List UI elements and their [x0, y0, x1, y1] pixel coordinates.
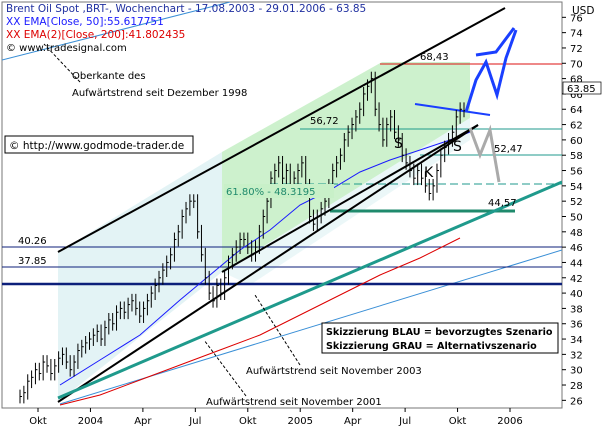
- y-tick-label: 54: [570, 182, 583, 193]
- teal-guide-top: [2, 2, 231, 61]
- y-tick-label: 48: [570, 228, 583, 239]
- y-tick-label: 44: [570, 258, 583, 269]
- currency-label: USD: [572, 5, 594, 17]
- channel-upper-line: [57, 7, 506, 253]
- y-tick-label: 52: [570, 197, 583, 208]
- watermark-label: © http://www.godmode-trader.de: [9, 140, 184, 152]
- watermark-box: [4, 135, 194, 154]
- trend-2001-label: Aufwärtstrend seit November 2001: [206, 397, 382, 408]
- x-tick-label: 2005: [287, 416, 312, 427]
- ema200-line: [59, 237, 461, 406]
- ema50-legend: XX EMA[Close, 50]:55.617751: [6, 16, 164, 28]
- trend-2003-label: Aufwärtstrend seit November 2003: [246, 366, 422, 377]
- x-tick-label: Okt: [449, 416, 467, 427]
- y-tick-label: 30: [570, 366, 583, 377]
- last-value-label: 63.85: [567, 84, 596, 95]
- y-tick-label: 50: [570, 212, 583, 223]
- y-tick-label: 34: [570, 335, 583, 346]
- y-tick-label: 72: [570, 44, 583, 55]
- y-tick-label: 74: [570, 29, 583, 40]
- y-tick-label: 32: [570, 350, 583, 361]
- channel-2003-line: [221, 124, 479, 273]
- x-tick-label: Okt: [29, 416, 47, 427]
- y-tick-label: 56: [570, 167, 583, 178]
- fib-label-bg: [224, 184, 334, 198]
- y-tick-label: 28: [570, 381, 583, 392]
- y-tick-label: 62: [570, 121, 583, 132]
- ema200-legend: XX EMA(2)[Close, 200]:41.802435: [6, 29, 185, 41]
- legend-grey-text: Skizzierung GRAU = Alternativszenario: [326, 341, 537, 352]
- grey-scenario: [468, 124, 501, 183]
- y-tick-label: 38: [570, 304, 583, 315]
- x-tick-label: 2004: [78, 416, 103, 427]
- y-tick-label: 26: [570, 396, 583, 407]
- x-tick-label: Apr: [344, 416, 362, 427]
- pattern-s-right: S: [453, 139, 462, 155]
- x-tick-label: 2006: [497, 416, 522, 427]
- top-trend-leader: [43, 43, 81, 83]
- source-label: © www.tradesignal.com: [6, 43, 127, 54]
- channel-fill-green: [222, 62, 470, 272]
- top-trend-label-1: Oberkante des: [72, 71, 146, 82]
- legend-blue-text: Skizzierung BLAU = bevorzugtes Szenario: [326, 327, 553, 338]
- y-tick-label: 60: [570, 136, 583, 147]
- trend-2003-leader: [254, 294, 301, 366]
- blue-scenario: [464, 29, 518, 113]
- level-37-label: 37.85: [18, 256, 47, 267]
- scenario-legend-box: [321, 322, 559, 354]
- x-tick-label: Apr: [134, 416, 152, 427]
- y-tick-label: 46: [570, 243, 583, 254]
- level-56-label: 56,72: [310, 116, 339, 127]
- y-tick-label: 40: [570, 289, 583, 300]
- y-tick-label: 42: [570, 274, 583, 285]
- pattern-s-left: S: [394, 136, 403, 152]
- top-trend-label-2: Aufwärtstrend seit Dezember 1998: [72, 88, 247, 99]
- level-52-label: 52,47: [494, 144, 523, 155]
- chart-title: Brent Oil Spot ,BRT-, Wochenchart - 17.0…: [6, 3, 366, 15]
- x-tick-label: Jul: [398, 416, 411, 427]
- y-tick-label: 58: [570, 151, 583, 162]
- neckline: [414, 103, 491, 116]
- y-axis: 26 28 30 32 34 36 38 40 42 44 46 48 50 52 54 56 58 60 62 64…: [562, 13, 583, 407]
- fib-label: 61.80% - 48.3195: [226, 187, 315, 198]
- y-tick-label: 66: [570, 90, 583, 101]
- teal-trend-line: [57, 180, 562, 400]
- x-tick-label: Jul: [188, 416, 201, 427]
- pattern-k: K: [424, 165, 434, 181]
- y-tick-label: 68: [570, 75, 583, 86]
- price-series: [19, 71, 466, 404]
- y-tick-label: 76: [570, 13, 583, 24]
- y-tick-label: 70: [570, 59, 583, 70]
- x-axis: Okt 2004 Apr Jul Okt 2005 Apr Jul Okt 2006: [29, 408, 523, 427]
- y-tick-label: 36: [570, 320, 583, 331]
- ema50-line: [59, 131, 471, 386]
- level-40-label: 40.26: [18, 236, 47, 247]
- level-68-label: 68,43: [420, 52, 449, 63]
- level-44-label: 44,57: [488, 198, 517, 209]
- blue-scenario-top: [475, 27, 516, 57]
- last-value-box: [562, 81, 602, 95]
- channel-fill-left: [58, 152, 222, 402]
- y-tick-label: 64: [570, 105, 583, 116]
- x-tick-label: Okt: [239, 416, 257, 427]
- trend-2001-leader: [203, 339, 247, 397]
- channel-lower-line: [57, 124, 479, 403]
